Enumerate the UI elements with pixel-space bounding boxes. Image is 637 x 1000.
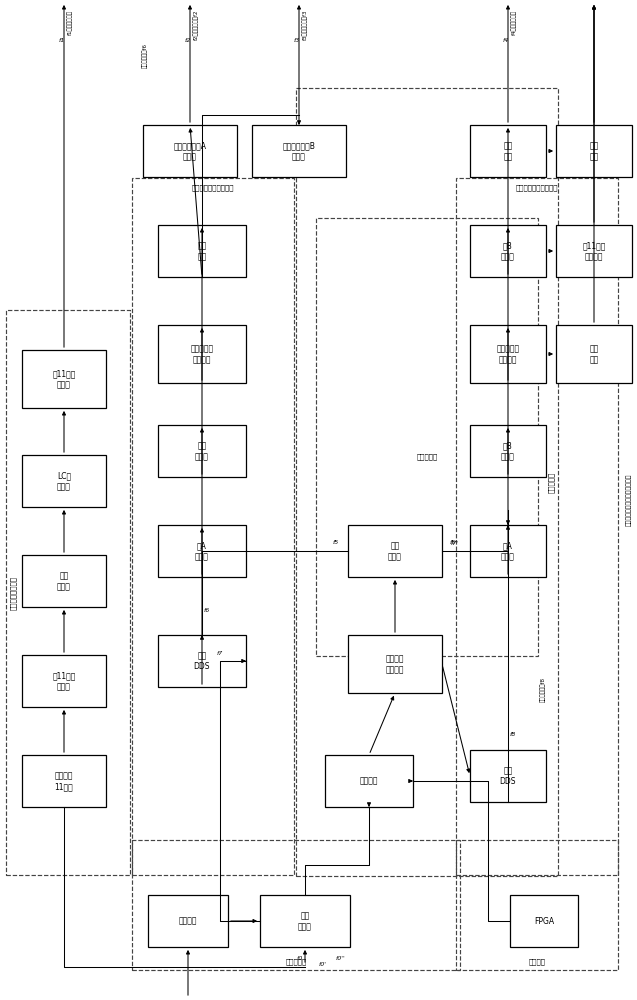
Text: 第一
功分器: 第一 功分器 — [298, 911, 312, 931]
Bar — [22, 655, 106, 707]
Text: 滤波
放大: 滤波 放大 — [589, 141, 599, 161]
Text: 放大
调谐器: 放大 调谐器 — [57, 571, 71, 591]
Bar — [348, 525, 442, 577]
Bar — [556, 225, 632, 277]
Text: f5: f5 — [333, 540, 339, 546]
Text: f0': f0' — [319, 962, 327, 968]
Text: 第二
DDS: 第二 DDS — [500, 766, 516, 786]
Text: f7: f7 — [217, 651, 223, 656]
Text: 驱动源单元: 驱动源单元 — [548, 471, 554, 493]
Text: LC滤
波电路: LC滤 波电路 — [57, 471, 71, 491]
Bar — [510, 895, 578, 947]
Text: 激励校正信号A
路输出: 激励校正信号A 路输出 — [173, 141, 206, 161]
Bar — [22, 350, 106, 408]
Text: 基准信号生成单元: 基准信号生成单元 — [10, 576, 17, 609]
Text: 频率调制
11振荡: 频率调制 11振荡 — [55, 771, 73, 791]
Text: f5': f5' — [450, 540, 458, 546]
Bar — [252, 125, 346, 177]
Bar — [316, 218, 538, 656]
Text: 激励校正信号生成单元: 激励校正信号生成单元 — [192, 184, 234, 191]
Text: f2激励辅助信号f2: f2激励辅助信号f2 — [193, 10, 199, 40]
Bar — [456, 178, 618, 875]
Bar — [470, 525, 546, 577]
Text: 控制信号、时序信号、频率信号: 控制信号、时序信号、频率信号 — [626, 474, 632, 526]
Text: 接收本振波形f8: 接收本振波形f8 — [540, 678, 546, 702]
Bar — [132, 840, 460, 970]
Text: 激励辅助信号f6: 激励辅助信号f6 — [142, 42, 148, 68]
Bar — [158, 225, 246, 277]
Bar — [158, 525, 246, 577]
Text: f7': f7' — [451, 541, 459, 546]
Bar — [470, 225, 546, 277]
Bar — [158, 635, 246, 687]
Text: 系统校正信号B
路输出: 系统校正信号B 路输出 — [283, 141, 315, 161]
Bar — [296, 88, 558, 876]
Bar — [260, 895, 350, 947]
Text: f2: f2 — [185, 37, 191, 42]
Bar — [556, 325, 632, 383]
Text: 激光
频标: 激光 频标 — [197, 241, 206, 261]
Text: 恒温晶振: 恒温晶振 — [179, 916, 197, 926]
Text: 时钟源单元: 时钟源单元 — [285, 958, 306, 965]
Bar — [22, 755, 106, 807]
Bar — [470, 425, 546, 477]
Text: 一路鉴相器
放大调谐: 一路鉴相器 放大调谐 — [190, 344, 213, 364]
Bar — [143, 125, 237, 177]
Text: f1参考基准信号: f1参考基准信号 — [67, 10, 73, 35]
Text: 第一
DDS: 第一 DDS — [194, 651, 210, 671]
Text: 激励源单元: 激励源单元 — [417, 454, 438, 460]
Bar — [22, 455, 106, 507]
Bar — [348, 635, 442, 693]
Text: 第B
混频器: 第B 混频器 — [501, 441, 515, 461]
Text: 第11频标
放大调谐: 第11频标 放大调谐 — [582, 241, 606, 261]
Text: FPGA: FPGA — [534, 916, 554, 926]
Text: f3: f3 — [294, 37, 300, 42]
Bar — [456, 840, 618, 970]
Bar — [158, 325, 246, 383]
Text: f4接收本振信号: f4接收本振信号 — [511, 10, 517, 35]
Text: 滤波
放大: 滤波 放大 — [503, 141, 513, 161]
Text: f1: f1 — [59, 37, 65, 42]
Bar — [325, 755, 413, 807]
Text: 第A
混频器: 第A 混频器 — [501, 541, 515, 561]
Text: 第B
混频器: 第B 混频器 — [501, 241, 515, 261]
Bar — [470, 750, 546, 802]
Text: f4: f4 — [503, 37, 509, 42]
Bar — [22, 555, 106, 607]
Bar — [6, 310, 130, 875]
Text: f0: f0 — [297, 956, 303, 962]
Bar — [556, 125, 632, 177]
Bar — [132, 178, 294, 875]
Bar — [470, 325, 546, 383]
Bar — [158, 425, 246, 477]
Text: f0'': f0'' — [335, 956, 345, 962]
Text: 接收本振信号生成单元: 接收本振信号生成单元 — [516, 184, 558, 191]
Text: 第11频标
放大器: 第11频标 放大器 — [52, 671, 76, 691]
Text: 二路鉴相器
放大调谐: 二路鉴相器 放大调谐 — [496, 344, 520, 364]
Text: f6: f6 — [204, 607, 210, 612]
Text: 频率控制: 频率控制 — [360, 776, 378, 786]
Bar — [470, 125, 546, 177]
Bar — [148, 895, 228, 947]
Text: 滤波
放大: 滤波 放大 — [589, 344, 599, 364]
Text: f8: f8 — [510, 732, 516, 738]
Text: f3系统校正信号f3: f3系统校正信号f3 — [302, 10, 308, 40]
Text: 耦合介质
固定振荡: 耦合介质 固定振荡 — [386, 654, 404, 674]
Text: 一路
混频器: 一路 混频器 — [195, 441, 209, 461]
Text: 路A
混频器: 路A 混频器 — [195, 541, 209, 561]
Text: 控制单元: 控制单元 — [529, 958, 545, 965]
Text: 第二
功分器: 第二 功分器 — [388, 541, 402, 561]
Text: 第11频标
放大器: 第11频标 放大器 — [52, 369, 76, 389]
